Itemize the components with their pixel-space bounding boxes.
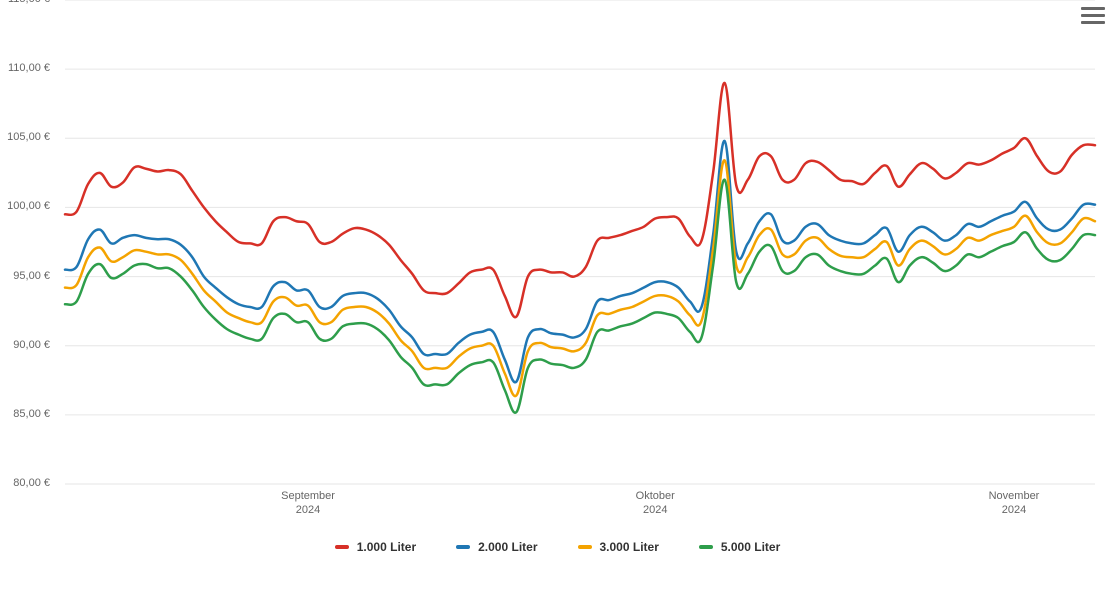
legend-swatch [578,545,592,549]
series-line[interactable] [65,180,1095,413]
legend-label: 5.000 Liter [721,540,780,554]
legend-swatch [699,545,713,549]
x-axis-tick-label: Oktober [615,490,695,502]
y-axis-tick-label: 80,00 € [0,477,50,489]
y-axis-tick-label: 115,00 € [0,0,50,5]
price-chart: 1.000 Liter 2.000 Liter 3.000 Liter 5.000 L… [0,0,1115,608]
x-axis-tick-sublabel: 2024 [974,504,1054,516]
legend-label: 3.000 Liter [600,540,659,554]
x-axis-tick-sublabel: 2024 [615,504,695,516]
legend-swatch [335,545,349,549]
series-line[interactable] [65,83,1095,317]
legend-item[interactable]: 3.000 Liter [578,540,659,554]
legend-item[interactable]: 5.000 Liter [699,540,780,554]
legend-item[interactable]: 1.000 Liter [335,540,416,554]
y-axis-tick-label: 90,00 € [0,339,50,351]
y-axis-tick-label: 95,00 € [0,270,50,282]
plot-area [0,0,1115,524]
x-axis-tick-label: September [268,490,348,502]
legend-swatch [456,545,470,549]
series-line[interactable] [65,160,1095,396]
y-axis-tick-label: 85,00 € [0,408,50,420]
legend-label: 2.000 Liter [478,540,537,554]
legend: 1.000 Liter 2.000 Liter 3.000 Liter 5.000 L… [0,540,1115,554]
x-axis-tick-sublabel: 2024 [268,504,348,516]
y-axis-tick-label: 105,00 € [0,131,50,143]
y-axis-tick-label: 100,00 € [0,200,50,212]
legend-label: 1.000 Liter [357,540,416,554]
x-axis-tick-label: November [974,490,1054,502]
legend-item[interactable]: 2.000 Liter [456,540,537,554]
y-axis-tick-label: 110,00 € [0,62,50,74]
